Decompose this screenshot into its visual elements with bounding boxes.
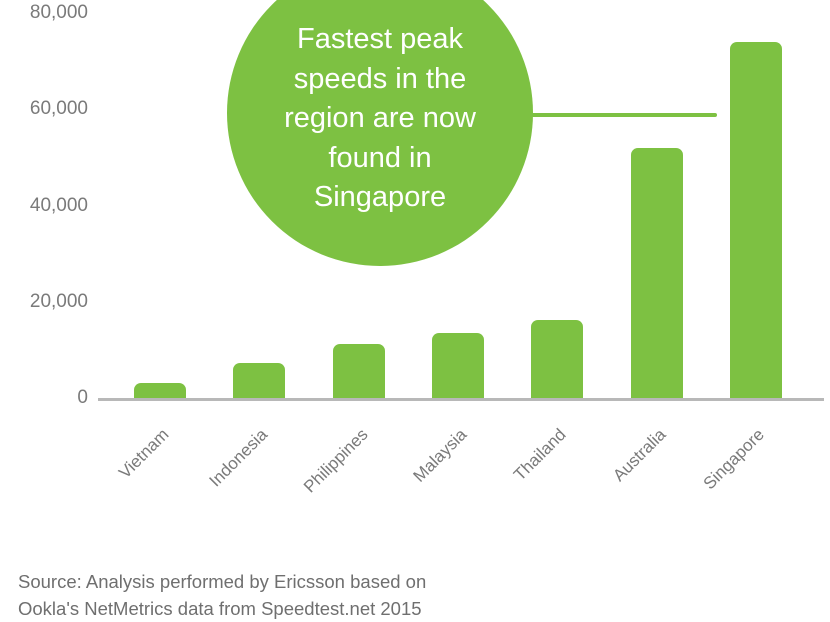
bar-vietnam xyxy=(134,383,186,398)
callout-connector-line xyxy=(530,113,717,117)
x-tick-label: Singapore xyxy=(699,424,768,494)
y-tick-label: 60,000 xyxy=(29,98,88,120)
callout-bubble: Fastest peak speeds in the region are no… xyxy=(227,0,533,266)
x-tick-label: Australia xyxy=(608,424,670,486)
y-tick-label: 20,000 xyxy=(29,290,88,312)
source-line: Source: Analysis performed by Ericsson b… xyxy=(18,571,427,592)
bar-singapore xyxy=(729,41,782,398)
callout-line: region are now xyxy=(284,102,476,134)
bar-malaysia xyxy=(431,333,484,398)
source-line: Ookla's NetMetrics data from Speedtest.n… xyxy=(18,598,422,619)
x-tick-label: Malaysia xyxy=(409,424,471,486)
bar-thailand xyxy=(531,319,584,398)
bar-philippines xyxy=(332,344,385,398)
x-tick-label: Thailand xyxy=(510,424,570,485)
source-note: Source: Analysis performed by Ericsson b… xyxy=(18,568,426,622)
bar-indonesia xyxy=(233,362,286,398)
callout-text: Fastest peak speeds in the region are no… xyxy=(227,20,533,218)
x-tick-label: Philippines xyxy=(299,424,372,497)
y-tick-label: 80,000 xyxy=(29,2,88,23)
y-tick-label: 0 xyxy=(77,387,88,408)
callout-line: Fastest peak xyxy=(296,23,464,55)
x-tick-label: Indonesia xyxy=(205,424,272,491)
bar-australia xyxy=(630,147,683,398)
callout-line: speeds in the xyxy=(293,62,467,95)
y-tick-label: 40,000 xyxy=(29,194,88,216)
callout-line: found in xyxy=(328,141,432,174)
callout-line: Singapore xyxy=(313,181,447,213)
x-tick-label: Vietnam xyxy=(115,424,173,483)
x-axis-line xyxy=(98,398,824,401)
